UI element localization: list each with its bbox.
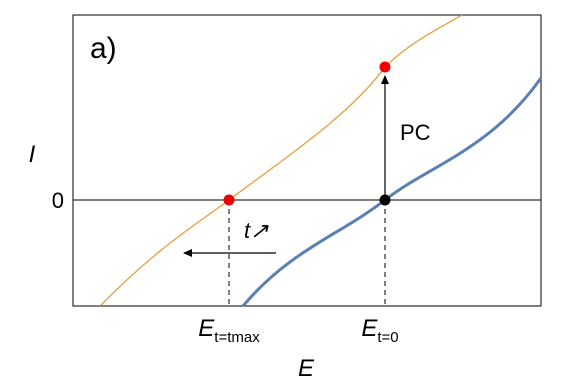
point — [379, 194, 391, 206]
x-tick-label: Et=tmax — [198, 315, 260, 346]
tick-base: E — [361, 315, 378, 342]
annotation: PC — [400, 120, 431, 145]
tick-sub: t=tmax — [214, 329, 260, 346]
y-axis-label: I — [29, 141, 36, 168]
point — [379, 61, 391, 73]
annotation: t↗ — [244, 218, 269, 243]
panel-label: a) — [90, 32, 117, 65]
point — [223, 194, 235, 206]
curve-shifted — [99, 14, 463, 307]
x-axis-label: E — [298, 355, 315, 382]
y-tick-label: 0 — [52, 188, 64, 213]
plot-frame — [72, 14, 542, 307]
tick-sub: t=0 — [377, 329, 398, 346]
tick-base: E — [198, 315, 215, 342]
x-tick-label: Et=0 — [361, 315, 398, 346]
